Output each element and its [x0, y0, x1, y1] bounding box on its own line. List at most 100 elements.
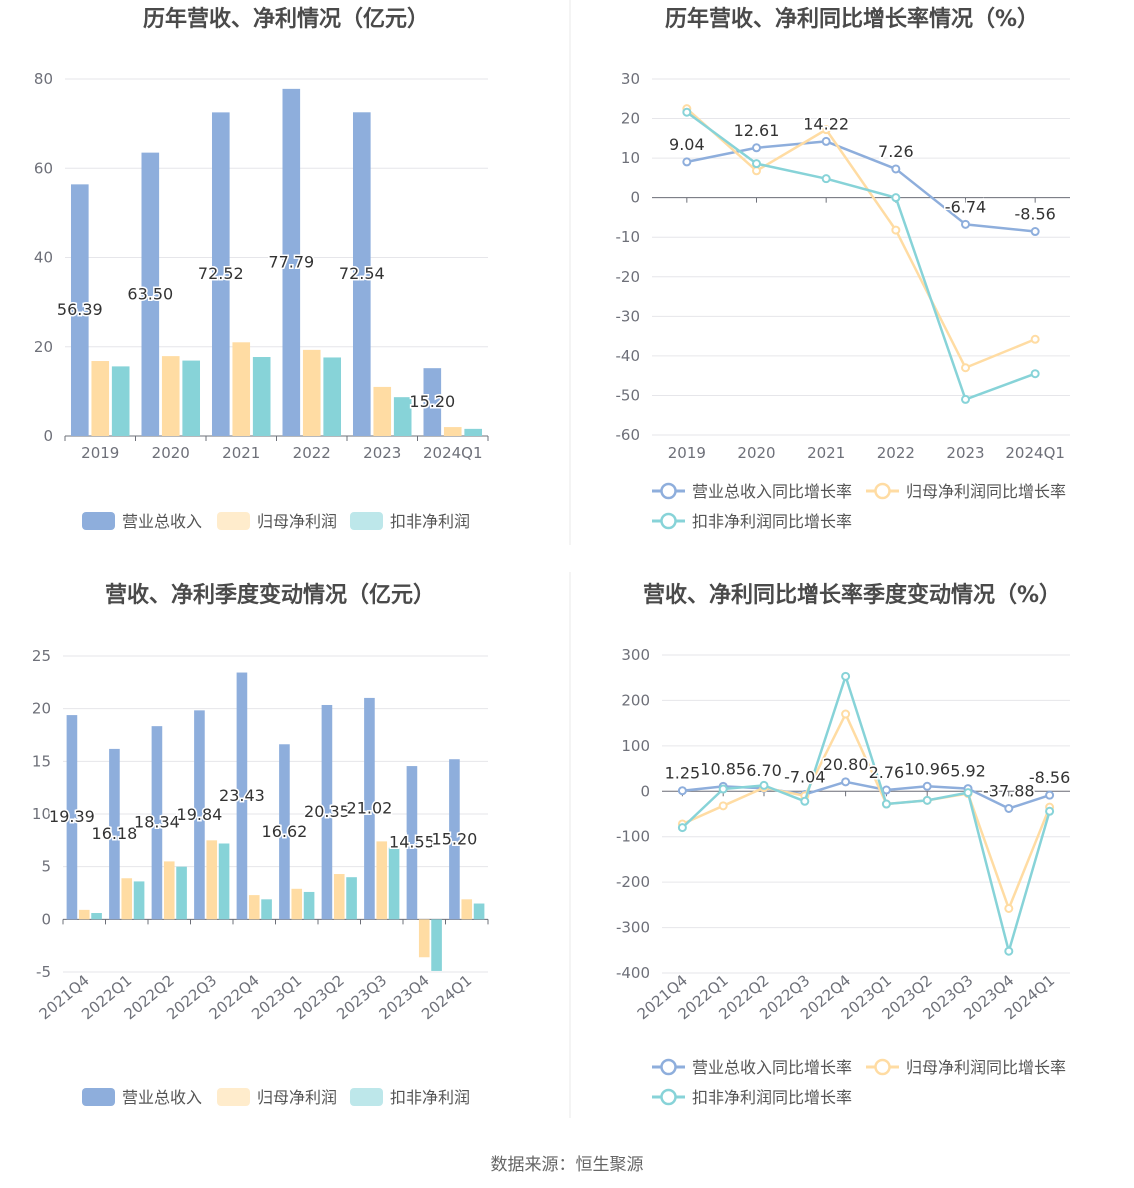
data-label: 19.84: [177, 805, 223, 824]
series-point-2: [752, 159, 761, 169]
data-label: 21.02: [347, 799, 393, 818]
bar-2: [91, 913, 102, 920]
x-tick-label: 2023: [363, 444, 401, 462]
legend-label: 归母净利润: [257, 512, 337, 531]
bar-0: [70, 184, 89, 436]
data-source-note: 数据来源：恒生聚源: [490, 1155, 644, 1175]
legend-swatch: [350, 1088, 383, 1106]
y-tick-label: 200: [621, 691, 650, 709]
bar-1: [121, 878, 133, 920]
bar-2: [182, 360, 201, 436]
y-tick-label: -50: [616, 386, 641, 404]
x-tick-label: 2019: [668, 444, 706, 462]
bar-0: [66, 715, 78, 920]
y-tick-label: -400: [616, 964, 650, 982]
legend-label: 扣非净利润: [390, 1088, 470, 1107]
y-tick-label: 40: [34, 249, 53, 267]
bar-1: [232, 342, 251, 436]
data-label: 14.22: [803, 114, 849, 133]
bar-0: [364, 697, 375, 920]
data-label: -7.04: [784, 767, 825, 786]
series-line-0: [686, 140, 1036, 233]
bar-1: [373, 386, 392, 436]
y-tick-label: 0: [41, 910, 51, 928]
legend-swatch: [350, 512, 383, 530]
y-tick-label: 0: [630, 189, 640, 207]
series-point-0: [821, 136, 831, 146]
bar-0: [449, 759, 460, 920]
bar-0: [211, 112, 230, 436]
series-point-2: [963, 788, 973, 798]
series-point-1: [1030, 334, 1040, 344]
series-point-2: [1045, 806, 1055, 816]
data-label: 10.85: [700, 759, 746, 778]
bar-0: [279, 744, 290, 920]
data-label: -8.56: [1029, 768, 1070, 787]
bar-2: [176, 866, 187, 920]
y-tick-label: -20: [616, 268, 641, 286]
series-point-0: [1030, 227, 1040, 237]
y-tick-label: -10: [616, 228, 641, 246]
bar-0: [194, 710, 205, 920]
x-tick-label: 2020: [152, 444, 190, 462]
y-tick-label: 15: [32, 752, 51, 770]
bar-0: [321, 704, 333, 920]
data-label: 20.35: [304, 802, 350, 821]
data-label: 14.55: [389, 833, 435, 852]
series-point-2: [961, 394, 970, 404]
bar-2: [252, 357, 271, 436]
bar-1: [91, 361, 110, 436]
series-point-0: [891, 164, 901, 174]
y-tick-label: -300: [616, 919, 650, 937]
y-tick-label: 0: [640, 782, 650, 800]
legend-label: 营业总收入同比增长率: [692, 482, 852, 501]
x-tick-label: 2022: [293, 444, 331, 462]
bar-2: [473, 903, 485, 920]
y-tick-label: -200: [616, 873, 650, 891]
data-label: 1.25: [665, 764, 701, 783]
data-label: 16.18: [92, 824, 138, 843]
legend-label: 扣非净利润: [390, 512, 470, 531]
series-point-2: [891, 193, 901, 203]
bar-2: [323, 357, 342, 436]
bar-1: [443, 427, 462, 436]
data-label: 9.04: [669, 135, 705, 154]
y-tick-label: 20: [32, 700, 51, 718]
series-point-2: [759, 780, 769, 790]
y-tick-label: -40: [616, 347, 641, 365]
data-label: -37.88: [983, 781, 1035, 800]
bar-0: [352, 112, 371, 436]
y-tick-label: 60: [34, 159, 53, 177]
y-tick-label: 0: [43, 427, 53, 445]
series-point-0: [1045, 790, 1055, 800]
data-label: 7.26: [878, 142, 914, 161]
legend-label: 扣非净利润同比增长率: [692, 1088, 852, 1107]
series-point-2: [800, 796, 810, 806]
data-label: -6.74: [945, 197, 986, 216]
x-tick-label: 2021: [807, 444, 845, 462]
bar-2: [464, 428, 483, 436]
bar-0: [236, 672, 248, 920]
bar-2: [133, 881, 145, 920]
series-point-0: [752, 143, 761, 153]
bar-2: [303, 891, 315, 920]
y-tick-label: 80: [34, 70, 53, 88]
legend-label: 营业总收入: [122, 1088, 202, 1107]
chart-3: 营收、净利季度变动情况（亿元）2520151050-52021Q42022Q12…: [32, 582, 489, 1107]
data-label: 56.39: [57, 300, 103, 319]
data-label: 77.79: [268, 252, 314, 271]
data-label: 15.20: [409, 392, 455, 411]
bar-1: [333, 874, 345, 920]
data-label: 16.62: [262, 822, 308, 841]
series-point-1: [841, 709, 851, 719]
series-point-1: [718, 801, 728, 811]
y-tick-label: -5: [36, 963, 51, 981]
series-point-1: [961, 363, 970, 373]
series-point-1: [752, 166, 761, 176]
data-label: 15.20: [432, 829, 478, 848]
chart-title: 营收、净利同比增长率季度变动情况（%）: [643, 582, 1061, 608]
legend-swatch: [82, 1088, 115, 1106]
series-line-2: [686, 111, 1036, 401]
legend-marker: [874, 482, 891, 500]
